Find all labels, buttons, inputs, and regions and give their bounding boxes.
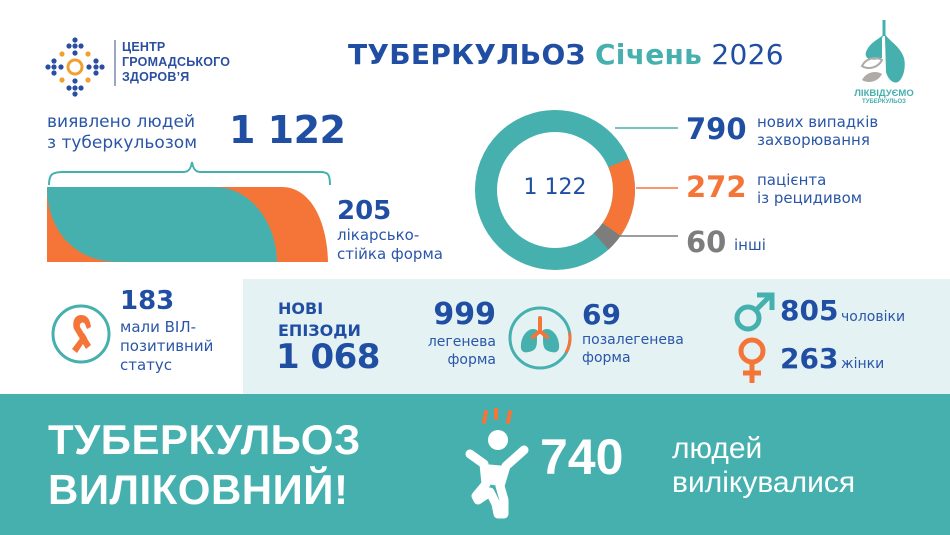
lungs-icon xyxy=(508,306,572,370)
logo-divider xyxy=(114,40,116,86)
male-symbol-icon xyxy=(734,292,775,332)
pulmonary-value: 999 xyxy=(433,297,496,332)
new-episodes-label: НОВІ ЕПІЗОДИ xyxy=(278,299,361,340)
stats-panel xyxy=(243,279,950,394)
female-label: жінки xyxy=(841,356,885,372)
drug-resistance-bar-chart xyxy=(47,161,331,262)
detected-total: 1 122 xyxy=(229,108,346,152)
donut-segment-relapse xyxy=(602,158,635,236)
new-episodes-value: 1 068 xyxy=(276,337,380,377)
hiv-value: 183 xyxy=(120,286,175,316)
mdr-value: 205 xyxy=(337,196,392,226)
org-logo: ЦЕНТР ГРОМАДСЬКОГО ЗДОРОВ’Я xyxy=(44,36,230,97)
female-symbol-icon xyxy=(738,337,766,383)
donut-segment-other xyxy=(593,223,621,250)
new-cases-value: 790 xyxy=(686,112,747,146)
bar-total xyxy=(47,187,277,262)
cured-value: 740 xyxy=(540,429,624,485)
org-name: ЦЕНТР ГРОМАДСЬКОГО ЗДОРОВ’Я xyxy=(122,40,231,84)
extrapulmonary-value: 69 xyxy=(582,298,621,331)
cured-label: людей вилікувалися xyxy=(672,432,856,499)
detected-label: виявлено людей з туберкульозом xyxy=(47,112,198,153)
mdr-label: лікарсько- стійка форма xyxy=(337,226,443,263)
female-value: 263 xyxy=(780,342,839,375)
other-value: 60 xyxy=(686,225,727,259)
relapse-value: 272 xyxy=(686,170,747,204)
lungs-tree-logo-icon xyxy=(860,20,905,83)
relapse-label: пацієнта із рецидивом xyxy=(757,171,863,207)
curable-banner xyxy=(0,394,950,535)
dotted-star-logo-icon xyxy=(45,37,105,97)
male-value: 805 xyxy=(780,294,839,327)
campaign-logo: ЛІКВІДУЄМО ТУБЕРКУЛЬОЗ xyxy=(838,18,930,110)
awareness-ribbon-icon xyxy=(51,304,111,364)
banner-title: ТУБЕРКУЛЬОЗ ВИЛІКОВНИЙ! xyxy=(48,416,361,513)
jumping-person-icon xyxy=(465,408,529,519)
page-title: ТУБЕРКУЛЬОЗ Січень 2026 xyxy=(348,38,784,71)
pulmonary-label: легенева форма xyxy=(427,334,496,368)
hiv-label: мали ВІЛ- позитивний статус xyxy=(120,318,214,374)
bracket-icon xyxy=(48,161,331,186)
new-cases-label: нових випадків захворювання xyxy=(757,113,879,149)
other-label: інші xyxy=(734,236,766,254)
donut-center-value: 1 122 xyxy=(523,175,587,200)
male-label: чоловіки xyxy=(841,309,906,325)
extrapulmonary-label: позалегенева форма xyxy=(582,332,684,366)
cases-donut-chart xyxy=(475,110,678,270)
